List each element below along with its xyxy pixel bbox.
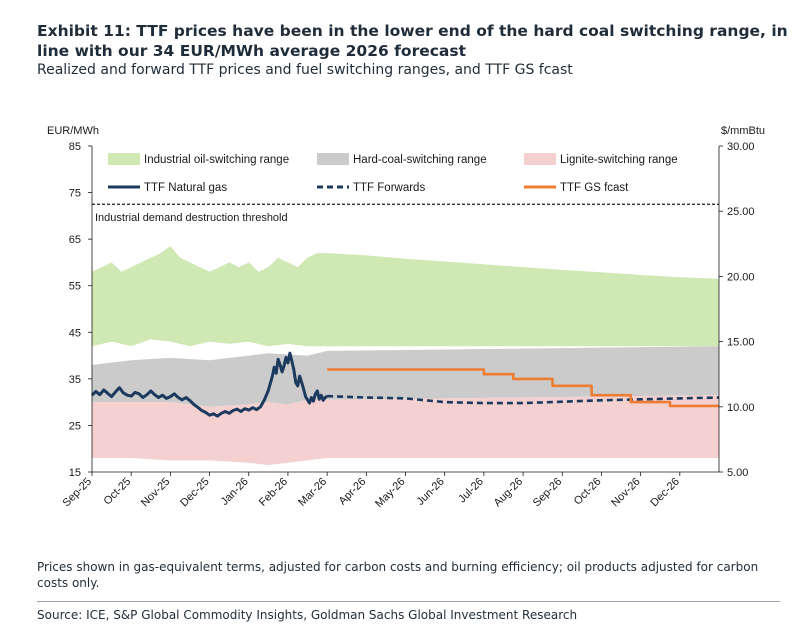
left-tick-label: 15: [69, 467, 81, 479]
legend-swatch: [317, 153, 349, 165]
x-tick-label: Dec-26: [648, 476, 682, 510]
legend-item: TTF Forwards: [317, 182, 425, 194]
exhibit-subtitle: Realized and forward TTF prices and fuel…: [37, 62, 573, 78]
right-tick-label: 15.00: [727, 337, 755, 349]
right-tick-label: 10.00: [727, 402, 755, 414]
legend-item: Hard-coal-switching range: [317, 153, 487, 166]
legend-label: TTF Forwards: [353, 182, 425, 194]
x-tick-label: Feb-26: [257, 476, 290, 509]
legend-item: TTF GS fcast: [524, 182, 629, 194]
left-axis-label: EUR/MWh: [47, 125, 99, 137]
right-axis-label: $/mmBtu: [721, 125, 765, 137]
x-tick-label: Jul-26: [456, 476, 486, 506]
legend-swatch: [108, 153, 140, 165]
ttf-gs-fcast-line: [327, 368, 719, 408]
right-tick-label: 20.00: [727, 271, 755, 283]
ttf-forwards-line: [327, 394, 720, 405]
lignite-switching-band: [92, 395, 719, 465]
left-tick-label: 75: [69, 188, 81, 200]
exhibit-title: Exhibit 11: TTF prices have been in the …: [37, 22, 788, 60]
right-tick-label: 30.00: [727, 141, 755, 153]
left-tick-label: 55: [69, 281, 81, 293]
threshold-layer: Industrial demand destruction threshold: [92, 203, 719, 224]
legend-item: TTF Natural gas: [108, 182, 227, 194]
legend-label: Hard-coal-switching range: [353, 154, 487, 166]
legend-item: Lignite-switching range: [524, 153, 678, 166]
legend-label: Lignite-switching range: [560, 154, 678, 166]
x-tick-label: Sep-26: [531, 476, 565, 510]
x-tick-label: May-26: [373, 476, 407, 510]
x-tick-label: Nov-26: [609, 476, 643, 510]
right-tick-label: 25.00: [727, 206, 755, 218]
ttf-natural-gas-line: [90, 351, 328, 418]
x-tick-label: Mar-26: [296, 476, 329, 509]
price-lines: [90, 351, 720, 418]
switching-bands: [92, 246, 719, 465]
legend-swatch: [524, 153, 556, 165]
legend-label: Industrial oil-switching range: [144, 154, 289, 166]
legend-label: TTF Natural gas: [144, 182, 227, 194]
x-tick-label: Jan-26: [219, 476, 251, 508]
x-tick-label: Nov-25: [139, 476, 173, 510]
x-tick-label: Jun-26: [415, 476, 447, 508]
chart-note: Prices shown in gas-equivalent terms, ad…: [37, 560, 759, 590]
left-tick-label: 35: [69, 374, 81, 386]
x-tick-label: Dec-25: [178, 476, 212, 510]
left-tick-label: 25: [69, 420, 81, 432]
x-tick-label: Apr-26: [337, 476, 369, 508]
oil-switching-band: [92, 246, 719, 347]
left-tick-label: 45: [69, 327, 81, 339]
x-tick-label: Oct-26: [572, 476, 604, 508]
legend-item: Industrial oil-switching range: [108, 153, 289, 166]
legend-label: TTF GS fcast: [560, 182, 629, 194]
source-line: Source: ICE, S&P Global Commodity Insigh…: [37, 608, 578, 622]
right-tick-label: 5.00: [727, 467, 748, 479]
threshold-label: Industrial demand destruction threshold: [95, 212, 288, 224]
hard-coal-switching-band: [92, 346, 719, 407]
left-tick-label: 85: [69, 141, 81, 153]
x-tick-label: Oct-25: [101, 476, 133, 508]
legend: Industrial oil-switching range Hard-coal-…: [108, 153, 678, 194]
chart: Industrial demand destruction threshold …: [47, 125, 765, 510]
left-tick-label: 65: [69, 234, 81, 246]
x-tick-label: Aug-26: [492, 476, 526, 510]
x-tick-label: Sep-25: [61, 476, 95, 510]
divider: [37, 601, 780, 602]
